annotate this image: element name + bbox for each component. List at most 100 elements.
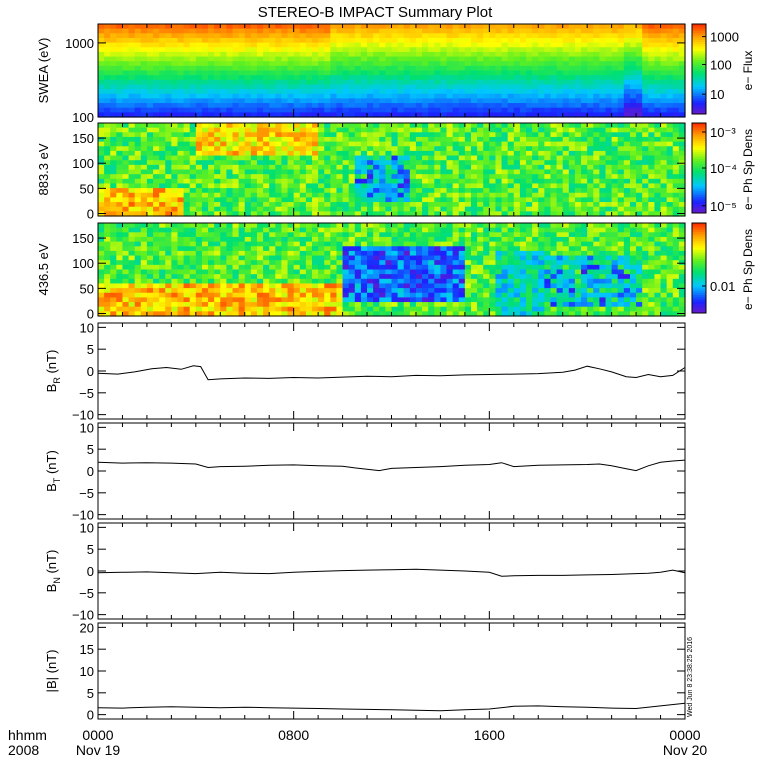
spectrogram-cell	[263, 150, 270, 157]
spectrogram-cell	[385, 264, 393, 271]
spectrogram-cell	[305, 211, 313, 217]
spectrogram-cell	[293, 278, 301, 285]
spectrogram-cell	[330, 297, 338, 303]
spectrogram-cell	[367, 223, 374, 229]
spectrogram-cell	[256, 33, 264, 39]
spectrogram-cell	[489, 136, 497, 143]
spectrogram-cell	[629, 93, 637, 99]
spectrogram-cell	[403, 123, 411, 129]
spectrogram-cell	[281, 183, 289, 189]
spectrogram-cell	[165, 292, 172, 298]
spectrogram-cell	[538, 141, 545, 147]
spectrogram-cell	[593, 84, 600, 90]
spectrogram-cell	[642, 155, 649, 161]
spectrogram-cell	[134, 56, 142, 62]
spectrogram-cell	[611, 98, 619, 104]
spectrogram-cell	[128, 197, 136, 203]
spectrogram-cell	[128, 250, 136, 257]
spectrogram-cell	[385, 37, 393, 44]
spectrogram-cell	[128, 260, 136, 266]
spectrogram-cell	[324, 169, 331, 175]
spectrogram-cell	[269, 146, 276, 152]
spectrogram-cell	[623, 61, 631, 67]
spectrogram-cell	[214, 112, 221, 118]
spectrogram-cell	[526, 61, 533, 67]
spectrogram-cell	[636, 107, 643, 113]
spectrogram-cell	[550, 183, 558, 189]
spectrogram-cell	[98, 33, 105, 39]
spectrogram-cell	[146, 255, 154, 261]
spectrogram-cell	[312, 24, 319, 30]
spectrogram-cell	[367, 183, 374, 189]
spectrogram-cell	[507, 98, 515, 104]
spectrogram-cell	[373, 278, 380, 285]
spectrogram-cell	[214, 51, 221, 58]
spectrogram-cell	[250, 178, 258, 185]
spectrogram-cell	[403, 79, 411, 86]
spectrogram-cell	[544, 33, 552, 39]
spectrogram-cell	[250, 51, 258, 58]
spectrogram-cell	[318, 197, 325, 203]
spectrogram-cell	[238, 75, 246, 81]
spectrogram-cell	[238, 250, 246, 257]
spectrogram-cell	[385, 211, 393, 217]
spectrogram-cell	[422, 65, 429, 72]
spectrogram-cell	[177, 61, 185, 67]
spectrogram-cell	[330, 98, 338, 104]
spectrogram-cell	[507, 61, 515, 67]
spectrogram-cell	[250, 155, 258, 161]
spectrogram-cell	[214, 292, 221, 298]
spectrogram-cell	[379, 51, 386, 58]
spectrogram-cell	[587, 146, 594, 152]
spectrogram-cell	[532, 164, 539, 171]
spectrogram-cell	[122, 155, 130, 161]
spectrogram-cell	[293, 42, 301, 48]
spectrogram-cell	[189, 79, 197, 86]
spectrogram-cell	[354, 84, 362, 90]
spectrogram-cell	[489, 169, 497, 175]
spectrogram-cell	[98, 178, 105, 185]
spectrogram-cell	[556, 202, 564, 208]
spectrogram-cell	[104, 164, 111, 171]
spectrogram-cell	[330, 150, 338, 157]
spectrogram-cell	[201, 283, 209, 289]
spectrogram-cell	[281, 297, 289, 303]
spectrogram-cell	[428, 42, 435, 48]
spectrogram-cell	[281, 70, 289, 76]
spectrogram-cell	[146, 269, 154, 275]
spectrogram-cell	[672, 33, 680, 39]
spectrogram-cell	[605, 123, 613, 129]
spectrogram-cell	[403, 127, 411, 133]
spectrogram-cell	[275, 127, 283, 133]
spectrogram-cell	[360, 56, 368, 62]
spectrogram-cell	[593, 103, 600, 109]
spectrogram-cell	[201, 51, 209, 58]
spectrogram-cell	[189, 260, 197, 266]
spectrogram-cell	[446, 127, 454, 133]
spectrogram-cell	[153, 47, 160, 53]
spectrogram-cell	[385, 160, 393, 166]
spectrogram-cell	[440, 75, 448, 81]
spectrogram-cell	[385, 150, 393, 157]
spectrogram-cell	[489, 206, 497, 212]
spectrogram-cell	[409, 306, 417, 312]
spectrogram-cell	[269, 107, 276, 113]
spectrogram-cell	[403, 65, 411, 72]
spectrogram-cell	[434, 107, 442, 113]
spectrogram-cell	[208, 306, 215, 312]
spectrogram-cell	[146, 33, 154, 39]
spectrogram-cell	[189, 250, 197, 257]
spectrogram-cell	[397, 278, 405, 285]
spectrogram-cell	[519, 146, 527, 152]
spectrogram-cell	[189, 61, 197, 67]
spectrogram-cell	[189, 292, 197, 298]
spectrogram-cell	[238, 311, 246, 317]
spectrogram-cell	[550, 202, 558, 208]
spectrogram-cell	[391, 107, 399, 113]
spectrogram-cell	[226, 28, 234, 34]
spectrogram-cell	[342, 127, 350, 133]
spectrogram-cell	[189, 174, 197, 180]
spectrogram-cell	[519, 107, 527, 113]
spectrogram-cell	[153, 136, 160, 143]
spectrogram-cell	[110, 292, 117, 298]
